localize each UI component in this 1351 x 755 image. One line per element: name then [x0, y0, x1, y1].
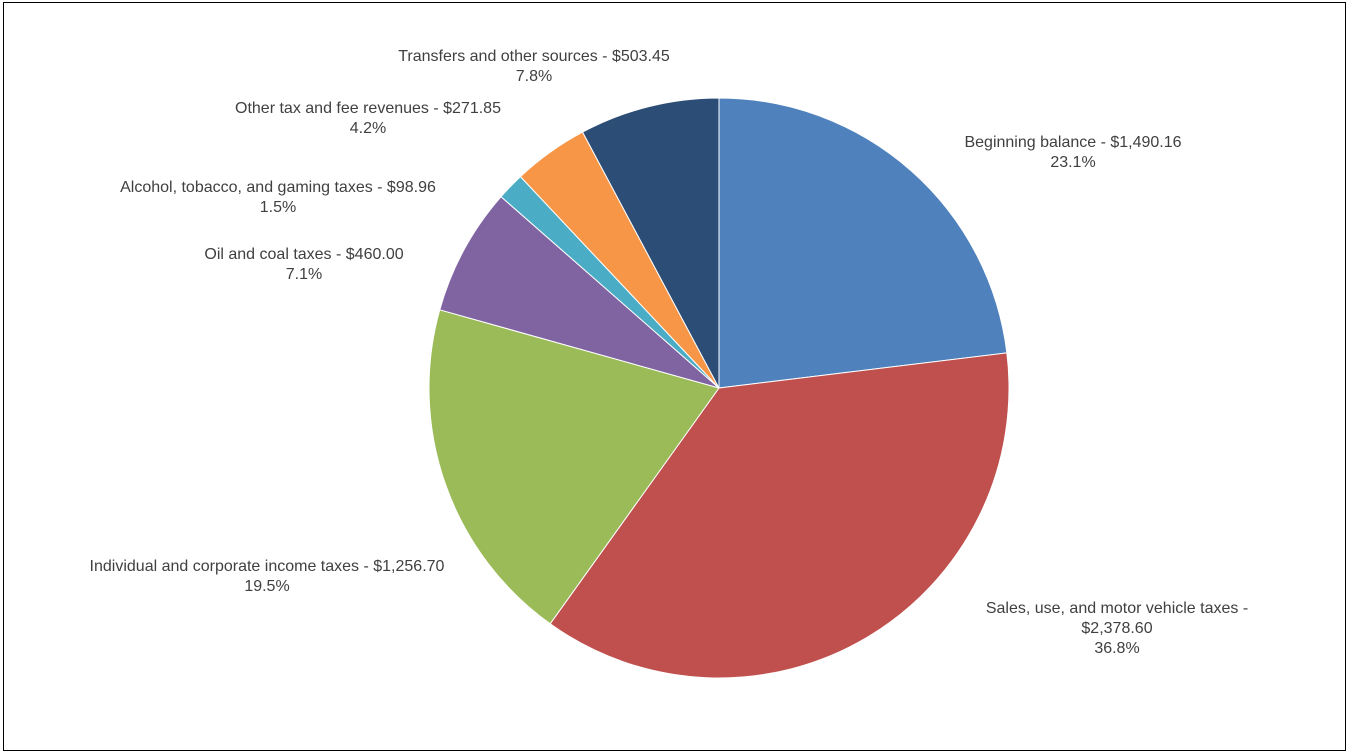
data-label-line: $2,378.60 — [1081, 620, 1152, 637]
data-label-line: Individual and corporate income taxes - … — [90, 558, 445, 575]
data-label-sales-use-and-motor-vehicle-taxes: Sales, use, and motor vehicle taxes - $2,… — [986, 600, 1248, 657]
data-label-line: 23.1% — [1050, 154, 1095, 171]
pie-slice-beginning-balance — [718, 97, 1008, 389]
data-label-alcohol-tobacco-and-gaming-taxes: Alcohol, tobacco, and gaming taxes - $98… — [120, 179, 436, 216]
data-label-line: Beginning balance - $1,490.16 — [964, 134, 1181, 151]
data-label-individual-and-corporate-income-taxes: Individual and corporate income taxes - … — [90, 558, 445, 595]
data-label-line: Transfers and other sources - $503.45 — [398, 48, 670, 65]
data-label-line: Alcohol, tobacco, and gaming taxes - $98… — [120, 179, 436, 196]
data-label-other-tax-and-fee-revenues: Other tax and fee revenues - $271.85 4.2% — [235, 100, 501, 137]
data-label-beginning-balance: Beginning balance - $1,490.16 23.1% — [964, 134, 1181, 171]
data-label-line: 36.8% — [1094, 640, 1139, 657]
data-label-line: 7.8% — [516, 68, 552, 85]
pie-slice-transfers-and-other-sources — [581, 97, 720, 389]
pie-slice-individual-and-corporate-income-taxes — [428, 309, 720, 625]
data-label-line: Other tax and fee revenues - $271.85 — [235, 100, 501, 117]
data-label-line: 4.2% — [350, 120, 386, 137]
data-label-line: Sales, use, and motor vehicle taxes - — [986, 600, 1248, 617]
pie-slices — [428, 97, 1010, 679]
pie-labels: Beginning balance - $1,490.16 23.1% Sales,… — [90, 48, 1249, 657]
data-label-oil-and-coal-taxes: Oil and coal taxes - $460.00 7.1% — [204, 246, 403, 283]
pie-slice-oil-and-coal-taxes — [439, 195, 720, 389]
data-label-transfers-and-other-sources: Transfers and other sources - $503.45 7.8… — [398, 48, 670, 85]
pie-slice-sales-use-and-motor-vehicle-taxes — [549, 352, 1010, 679]
data-label-line: 19.5% — [244, 578, 289, 595]
data-label-line: 1.5% — [260, 199, 296, 216]
data-label-line: 7.1% — [286, 266, 322, 283]
data-label-line: Oil and coal taxes - $460.00 — [204, 246, 403, 263]
